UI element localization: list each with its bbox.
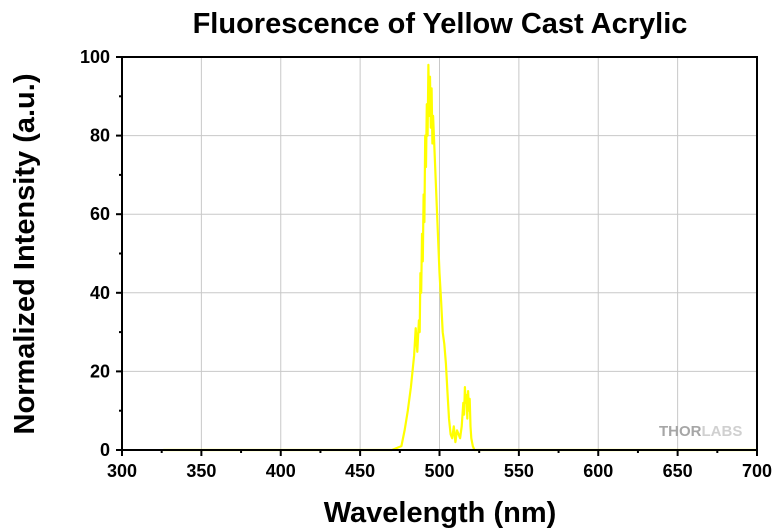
y-tick-label: 100: [80, 47, 110, 67]
series-area: [163, 63, 757, 452]
watermark-part-thor: THOR: [659, 423, 702, 440]
series-line: [163, 63, 757, 452]
x-axis-label: Wavelength (nm): [324, 497, 557, 529]
x-tick-label: 350: [186, 461, 216, 481]
y-tick-label: 80: [90, 126, 110, 146]
y-tick-labels: 0 20 40 60 80 100: [80, 47, 110, 460]
y-axis-label: Normalized Intensity (a.u.): [9, 74, 41, 435]
y-tick-label: 20: [90, 361, 110, 381]
x-tick-label: 650: [663, 461, 693, 481]
x-tick-label: 300: [107, 461, 137, 481]
axis-ticks: [116, 56, 758, 456]
x-tick-label: 600: [583, 461, 613, 481]
x-tick-label: 550: [504, 461, 534, 481]
y-tick-label: 60: [90, 204, 110, 224]
grid: [122, 57, 757, 450]
thorlabs-watermark: THORLABS: [659, 423, 742, 440]
x-tick-label: 400: [266, 461, 296, 481]
x-tick-label: 500: [424, 461, 454, 481]
x-tick-label: 700: [742, 461, 772, 481]
chart-title: Fluorescence of Yellow Cast Acrylic: [193, 8, 688, 40]
x-tick-label: 450: [345, 461, 375, 481]
y-tick-label: 40: [90, 283, 110, 303]
watermark-part-labs: LABS: [702, 423, 743, 440]
x-tick-labels: 300 350 400 450 500 550 600 650 700: [107, 461, 772, 481]
y-tick-label: 0: [100, 440, 110, 460]
watermark-text: THORLABS: [659, 423, 742, 440]
